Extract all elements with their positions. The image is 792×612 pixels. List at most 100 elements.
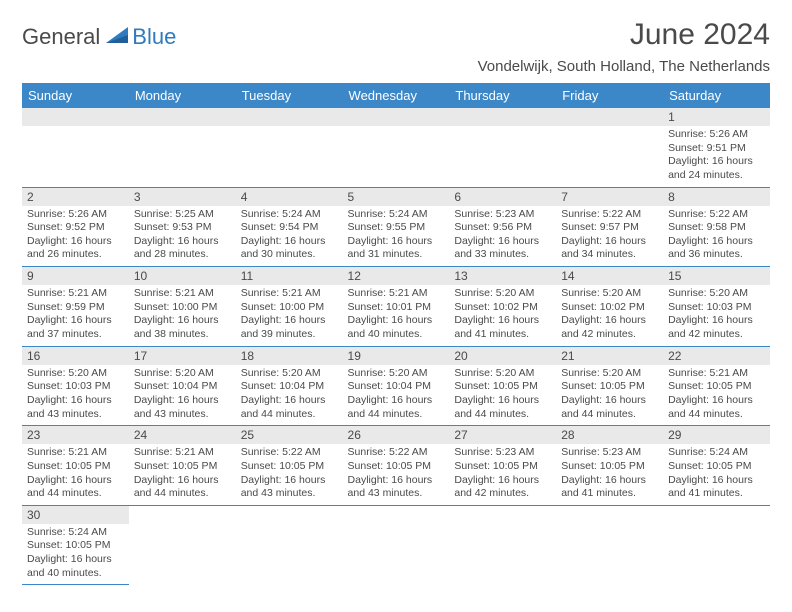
calendar-empty-cell — [343, 505, 450, 585]
day-number: 23 — [22, 426, 129, 444]
header: General Blue June 2024 Vondelwijk, South… — [22, 18, 770, 75]
calendar-cell: 2Sunrise: 5:26 AMSunset: 9:52 PMDaylight… — [22, 187, 129, 267]
calendar-cell: 19Sunrise: 5:20 AMSunset: 10:04 PMDaylig… — [343, 346, 450, 426]
calendar-cell: 25Sunrise: 5:22 AMSunset: 10:05 PMDaylig… — [236, 426, 343, 506]
day-details: Sunrise: 5:22 AMSunset: 10:05 PMDaylight… — [343, 444, 450, 505]
day-number-empty — [236, 108, 343, 126]
day-number: 28 — [556, 426, 663, 444]
calendar-cell: 28Sunrise: 5:23 AMSunset: 10:05 PMDaylig… — [556, 426, 663, 506]
calendar-body: 1Sunrise: 5:26 AMSunset: 9:51 PMDaylight… — [22, 108, 770, 585]
weekday-header: Thursday — [449, 83, 556, 108]
day-number: 11 — [236, 267, 343, 285]
calendar-cell: 7Sunrise: 5:22 AMSunset: 9:57 PMDaylight… — [556, 187, 663, 267]
calendar-row: 2Sunrise: 5:26 AMSunset: 9:52 PMDaylight… — [22, 187, 770, 267]
month-title: June 2024 — [478, 18, 770, 52]
weekday-header: Monday — [129, 83, 236, 108]
weekday-header: Wednesday — [343, 83, 450, 108]
day-details: Sunrise: 5:24 AMSunset: 9:54 PMDaylight:… — [236, 206, 343, 267]
brand-logo: General Blue — [22, 24, 176, 50]
day-number: 19 — [343, 347, 450, 365]
location-subtitle: Vondelwijk, South Holland, The Netherlan… — [478, 58, 770, 75]
day-details: Sunrise: 5:22 AMSunset: 9:57 PMDaylight:… — [556, 206, 663, 267]
calendar-empty-cell — [22, 108, 129, 187]
day-number-empty — [129, 108, 236, 126]
day-details: Sunrise: 5:25 AMSunset: 9:53 PMDaylight:… — [129, 206, 236, 267]
calendar-cell: 10Sunrise: 5:21 AMSunset: 10:00 PMDaylig… — [129, 267, 236, 347]
calendar-empty-cell — [556, 505, 663, 585]
day-number: 9 — [22, 267, 129, 285]
calendar-cell: 15Sunrise: 5:20 AMSunset: 10:03 PMDaylig… — [663, 267, 770, 347]
brand-part1: General — [22, 24, 100, 50]
calendar-empty-cell — [663, 505, 770, 585]
day-number: 13 — [449, 267, 556, 285]
calendar-cell: 3Sunrise: 5:25 AMSunset: 9:53 PMDaylight… — [129, 187, 236, 267]
calendar-cell: 21Sunrise: 5:20 AMSunset: 10:05 PMDaylig… — [556, 346, 663, 426]
day-details: Sunrise: 5:21 AMSunset: 10:05 PMDaylight… — [129, 444, 236, 505]
calendar-cell: 14Sunrise: 5:20 AMSunset: 10:02 PMDaylig… — [556, 267, 663, 347]
day-details: Sunrise: 5:20 AMSunset: 10:05 PMDaylight… — [556, 365, 663, 426]
calendar-cell: 27Sunrise: 5:23 AMSunset: 10:05 PMDaylig… — [449, 426, 556, 506]
day-details: Sunrise: 5:24 AMSunset: 9:55 PMDaylight:… — [343, 206, 450, 267]
calendar-empty-cell — [236, 505, 343, 585]
day-number: 16 — [22, 347, 129, 365]
day-number: 15 — [663, 267, 770, 285]
calendar-cell: 5Sunrise: 5:24 AMSunset: 9:55 PMDaylight… — [343, 187, 450, 267]
calendar-cell: 30Sunrise: 5:24 AMSunset: 10:05 PMDaylig… — [22, 505, 129, 585]
day-number: 7 — [556, 188, 663, 206]
day-details: Sunrise: 5:24 AMSunset: 10:05 PMDaylight… — [663, 444, 770, 505]
calendar-empty-cell — [129, 505, 236, 585]
day-number-empty — [22, 108, 129, 126]
day-details: Sunrise: 5:21 AMSunset: 10:01 PMDaylight… — [343, 285, 450, 346]
day-details: Sunrise: 5:20 AMSunset: 10:03 PMDaylight… — [663, 285, 770, 346]
calendar-empty-cell — [236, 108, 343, 187]
day-details: Sunrise: 5:20 AMSunset: 10:04 PMDaylight… — [129, 365, 236, 426]
day-number: 27 — [449, 426, 556, 444]
day-details: Sunrise: 5:20 AMSunset: 10:03 PMDaylight… — [22, 365, 129, 426]
day-number: 5 — [343, 188, 450, 206]
calendar-cell: 26Sunrise: 5:22 AMSunset: 10:05 PMDaylig… — [343, 426, 450, 506]
day-number: 21 — [556, 347, 663, 365]
weekday-header: Sunday — [22, 83, 129, 108]
calendar-empty-cell — [129, 108, 236, 187]
day-number: 30 — [22, 506, 129, 524]
day-number: 24 — [129, 426, 236, 444]
day-details: Sunrise: 5:26 AMSunset: 9:51 PMDaylight:… — [663, 126, 770, 187]
day-details: Sunrise: 5:20 AMSunset: 10:05 PMDaylight… — [449, 365, 556, 426]
day-details: Sunrise: 5:22 AMSunset: 10:05 PMDaylight… — [236, 444, 343, 505]
calendar-cell: 17Sunrise: 5:20 AMSunset: 10:04 PMDaylig… — [129, 346, 236, 426]
calendar-empty-cell — [343, 108, 450, 187]
day-number: 6 — [449, 188, 556, 206]
day-details: Sunrise: 5:23 AMSunset: 10:05 PMDaylight… — [449, 444, 556, 505]
weekday-header: Friday — [556, 83, 663, 108]
day-number: 2 — [22, 188, 129, 206]
calendar-header-row: SundayMondayTuesdayWednesdayThursdayFrid… — [22, 83, 770, 108]
calendar-cell: 20Sunrise: 5:20 AMSunset: 10:05 PMDaylig… — [449, 346, 556, 426]
calendar-cell: 22Sunrise: 5:21 AMSunset: 10:05 PMDaylig… — [663, 346, 770, 426]
day-number: 26 — [343, 426, 450, 444]
day-details: Sunrise: 5:20 AMSunset: 10:02 PMDaylight… — [556, 285, 663, 346]
day-number-empty — [556, 108, 663, 126]
calendar-cell: 8Sunrise: 5:22 AMSunset: 9:58 PMDaylight… — [663, 187, 770, 267]
calendar-cell: 13Sunrise: 5:20 AMSunset: 10:02 PMDaylig… — [449, 267, 556, 347]
day-details: Sunrise: 5:23 AMSunset: 10:05 PMDaylight… — [556, 444, 663, 505]
brand-sail-icon — [104, 25, 130, 50]
day-details: Sunrise: 5:23 AMSunset: 9:56 PMDaylight:… — [449, 206, 556, 267]
day-details: Sunrise: 5:24 AMSunset: 10:05 PMDaylight… — [22, 524, 129, 585]
day-number: 1 — [663, 108, 770, 126]
day-details: Sunrise: 5:22 AMSunset: 9:58 PMDaylight:… — [663, 206, 770, 267]
day-number: 25 — [236, 426, 343, 444]
weekday-header: Tuesday — [236, 83, 343, 108]
calendar-cell: 12Sunrise: 5:21 AMSunset: 10:01 PMDaylig… — [343, 267, 450, 347]
day-number: 12 — [343, 267, 450, 285]
calendar-cell: 9Sunrise: 5:21 AMSunset: 9:59 PMDaylight… — [22, 267, 129, 347]
calendar-cell: 1Sunrise: 5:26 AMSunset: 9:51 PMDaylight… — [663, 108, 770, 187]
day-number: 22 — [663, 347, 770, 365]
day-details: Sunrise: 5:20 AMSunset: 10:02 PMDaylight… — [449, 285, 556, 346]
title-block: June 2024 Vondelwijk, South Holland, The… — [478, 18, 770, 75]
day-number: 29 — [663, 426, 770, 444]
brand-part2: Blue — [132, 24, 176, 50]
calendar-cell: 11Sunrise: 5:21 AMSunset: 10:00 PMDaylig… — [236, 267, 343, 347]
calendar-row: 9Sunrise: 5:21 AMSunset: 9:59 PMDaylight… — [22, 267, 770, 347]
day-details: Sunrise: 5:20 AMSunset: 10:04 PMDaylight… — [236, 365, 343, 426]
day-number: 20 — [449, 347, 556, 365]
